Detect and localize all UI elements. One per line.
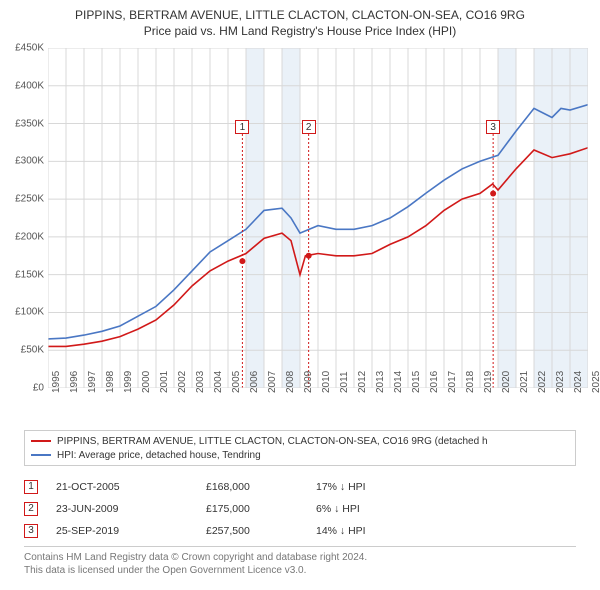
footer-line-1: Contains HM Land Registry data © Crown c… <box>24 551 576 564</box>
event-delta-1: 6% ↓ HPI <box>316 503 436 515</box>
figure-root: PIPPINS, BERTRAM AVENUE, LITTLE CLACTON,… <box>0 0 600 590</box>
event-date-0: 21-OCT-2005 <box>56 481 206 493</box>
event-delta-2: 14% ↓ HPI <box>316 525 436 537</box>
event-marker-2: 3 <box>24 524 38 538</box>
event-date-2: 25-SEP-2019 <box>56 525 206 537</box>
legend-label-1: HPI: Average price, detached house, Tend… <box>57 450 261 461</box>
chart-marker-box: 2 <box>302 120 316 134</box>
event-row-1: 2 23-JUN-2009 £175,000 6% ↓ HPI <box>24 498 576 520</box>
event-price-1: £175,000 <box>206 503 316 515</box>
event-marker-1: 2 <box>24 502 38 516</box>
ytick-label: £50K <box>2 345 44 356</box>
xtick-label: 2025 <box>591 371 600 393</box>
chart-subtitle: Price paid vs. HM Land Registry's House … <box>0 24 600 44</box>
event-row-0: 1 21-OCT-2005 £168,000 17% ↓ HPI <box>24 476 576 498</box>
ytick-label: £350K <box>2 118 44 129</box>
ytick-label: £250K <box>2 194 44 205</box>
event-row-2: 3 25-SEP-2019 £257,500 14% ↓ HPI <box>24 520 576 542</box>
ytick-label: £300K <box>2 156 44 167</box>
event-price-2: £257,500 <box>206 525 316 537</box>
footer-line-2: This data is licensed under the Open Gov… <box>24 564 576 577</box>
ytick-label: £100K <box>2 307 44 318</box>
legend-row-0: PIPPINS, BERTRAM AVENUE, LITTLE CLACTON,… <box>31 434 569 448</box>
highlight-bands <box>246 48 588 388</box>
ytick-label: £450K <box>2 43 44 54</box>
ytick-label: £0 <box>2 383 44 394</box>
event-marker-0: 1 <box>24 480 38 494</box>
event-price-0: £168,000 <box>206 481 316 493</box>
chart-marker-box: 3 <box>486 120 500 134</box>
footer: Contains HM Land Registry data © Crown c… <box>24 546 576 577</box>
event-delta-0: 17% ↓ HPI <box>316 481 436 493</box>
legend-swatch-0 <box>31 440 51 442</box>
events-table: 1 21-OCT-2005 £168,000 17% ↓ HPI 2 23-JU… <box>24 476 576 542</box>
chart-marker-box: 1 <box>235 120 249 134</box>
ytick-label: £400K <box>2 80 44 91</box>
chart-svg <box>48 48 588 388</box>
chart-title: PIPPINS, BERTRAM AVENUE, LITTLE CLACTON,… <box>0 0 600 24</box>
chart-area: £0£50K£100K£150K£200K£250K£300K£350K£400… <box>48 48 588 388</box>
ytick-label: £150K <box>2 269 44 280</box>
legend-swatch-1 <box>31 454 51 456</box>
ytick-label: £200K <box>2 231 44 242</box>
legend-row-1: HPI: Average price, detached house, Tend… <box>31 448 569 462</box>
event-date-1: 23-JUN-2009 <box>56 503 206 515</box>
legend-label-0: PIPPINS, BERTRAM AVENUE, LITTLE CLACTON,… <box>57 436 488 447</box>
legend: PIPPINS, BERTRAM AVENUE, LITTLE CLACTON,… <box>24 430 576 466</box>
